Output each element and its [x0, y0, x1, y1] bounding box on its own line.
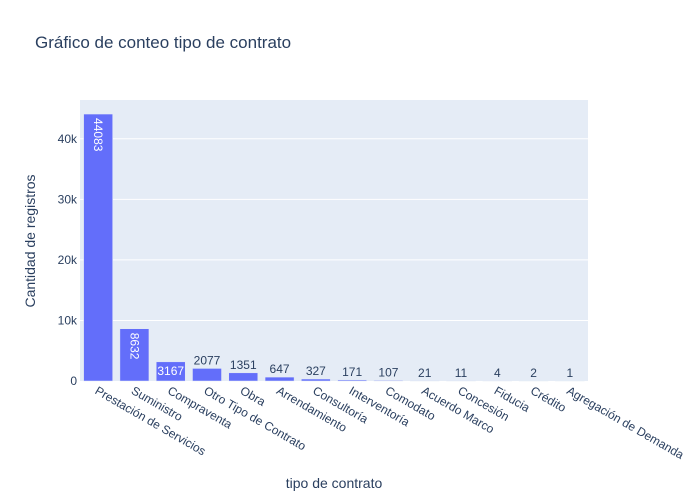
data-label: 327	[306, 364, 326, 378]
chart-title: Gráfico de conteo tipo de contrato	[35, 33, 292, 52]
data-label: 107	[378, 365, 398, 379]
bar	[192, 368, 222, 382]
data-label: 11	[455, 366, 468, 380]
y-tick-label: 20k	[58, 253, 78, 267]
data-label: 1351	[230, 358, 257, 372]
data-label: 8632	[127, 333, 141, 360]
data-label: 2077	[194, 353, 221, 367]
data-label: 647	[270, 362, 290, 376]
x-axis-ticks: Prestación de ServiciosSuministroComprav…	[93, 383, 687, 462]
bar	[119, 328, 150, 382]
data-label: 2	[530, 366, 537, 380]
data-label: 171	[342, 365, 362, 379]
bar	[264, 376, 295, 382]
data-label: 4	[494, 366, 501, 380]
bars	[83, 113, 585, 382]
x-axis-title: tipo de contrato	[286, 475, 383, 491]
y-tick-label: 10k	[58, 313, 78, 327]
x-tick-label: Agregación de Demanda	[564, 383, 686, 462]
y-tick-label: 30k	[58, 192, 78, 206]
y-tick-label: 0	[70, 374, 77, 388]
data-label: 21	[418, 366, 432, 380]
y-axis-title: Cantidad de registros	[22, 174, 38, 307]
bar	[337, 379, 367, 382]
data-label: 44083	[91, 118, 105, 152]
x-tick-label: Crédito	[528, 383, 569, 415]
bar	[83, 113, 113, 382]
data-label: 3167	[157, 364, 184, 378]
y-axis-ticks: 0 10k 20k 30k 40k	[58, 132, 78, 388]
plot-background	[80, 100, 588, 381]
bar	[301, 378, 331, 382]
gridlines	[80, 138, 588, 321]
bar	[373, 380, 404, 382]
data-label: 1	[567, 366, 574, 380]
bar	[228, 372, 259, 382]
y-tick-label: 40k	[58, 132, 78, 146]
bar	[155, 361, 186, 382]
